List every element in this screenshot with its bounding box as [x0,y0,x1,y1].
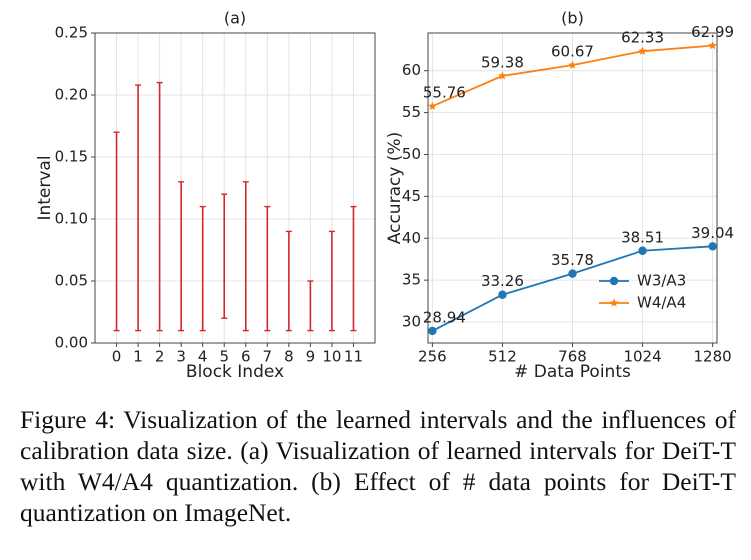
interval-bar [113,131,120,332]
data-label: 62.33 [621,29,664,47]
x-tick-label: 6 [241,348,251,366]
data-label: 35.78 [551,251,594,269]
x-tick-label: 5 [219,348,229,366]
x-tick-label: 1 [133,348,143,366]
x-tick-label: 1280 [694,348,732,366]
interval-bar [242,181,249,332]
chart-title: (b) [561,9,584,28]
y-tick-label: 50 [402,145,421,163]
interval-bar [285,230,292,332]
x-tick-label: 256 [418,348,447,366]
interval-bar [350,205,357,332]
y-tick-label: 0.00 [55,334,88,352]
y-tick-label: 35 [402,271,421,289]
marker [498,290,507,299]
data-label: 38.51 [621,228,664,246]
y-tick-label: 40 [402,229,421,247]
interval-bar [178,181,185,332]
marker [708,41,717,50]
x-tick-label: 4 [198,348,208,366]
y-tick-label: 0.10 [55,210,88,228]
plot-frame [94,32,376,344]
x-tick-label: 8 [284,348,294,366]
x-tick-label: 0 [112,348,122,366]
y-tick-label: 0.20 [55,86,88,104]
marker [708,242,717,251]
marker [498,71,507,80]
legend-label: W3/A3 [637,272,686,290]
x-tick-label: 3 [176,348,186,366]
interval-bar [199,205,206,332]
figure: 0.000.050.100.150.200.250 1 2 3 4 5 6 7 8 9 10 11(a… [35,9,734,383]
interval-bar [156,81,163,332]
interval-bar [264,205,271,332]
x-axis-label: Block Index [186,362,284,382]
y-tick-label: 0.15 [55,148,88,166]
legend-marker [609,298,619,307]
x-axis-label: # Data Points [514,362,631,382]
y-tick-label: 0.25 [55,24,88,42]
x-tick-label: 2 [155,348,165,366]
interval-bar [307,280,314,332]
y-axis-label: Interval [35,155,55,220]
x-tick-label: 11 [344,348,363,366]
data-label: 33.26 [481,272,524,290]
interval-bar [328,230,335,332]
marker [428,101,437,110]
legend-label: W4/A4 [637,294,686,312]
x-tick-label: 512 [488,348,517,366]
data-label: 39.04 [691,224,734,242]
marker [568,269,577,278]
marker [428,326,437,336]
y-tick-label: 55 [402,103,421,121]
data-label: 62.99 [691,23,734,41]
y-tick-label: 45 [402,187,421,205]
x-tick-label: 768 [558,348,587,366]
marker [638,246,647,255]
caption: Figure 4: Visualization of the learned i… [20,405,736,527]
plot-frame [427,32,718,344]
chart-title: (a) [224,9,246,28]
legend-marker [609,276,619,286]
x-tick-label: 9 [306,348,316,366]
data-label: 55.76 [423,84,466,102]
data-label: 28.94 [423,308,466,326]
y-tick-label: 60 [402,61,421,79]
x-tick-label: 10 [322,348,341,366]
interval-bar [221,193,228,319]
x-tick-label: 1024 [623,348,661,366]
y-axis-label: Accuracy (%) [385,132,405,244]
data-label: 60.67 [551,43,594,61]
y-tick-label: 30 [402,313,421,331]
y-tick-label: 0.05 [55,272,88,290]
marker [638,46,647,55]
x-tick-label: 7 [263,348,273,366]
interval-bar [135,84,142,332]
marker [568,60,577,69]
data-label: 59.38 [481,53,524,71]
